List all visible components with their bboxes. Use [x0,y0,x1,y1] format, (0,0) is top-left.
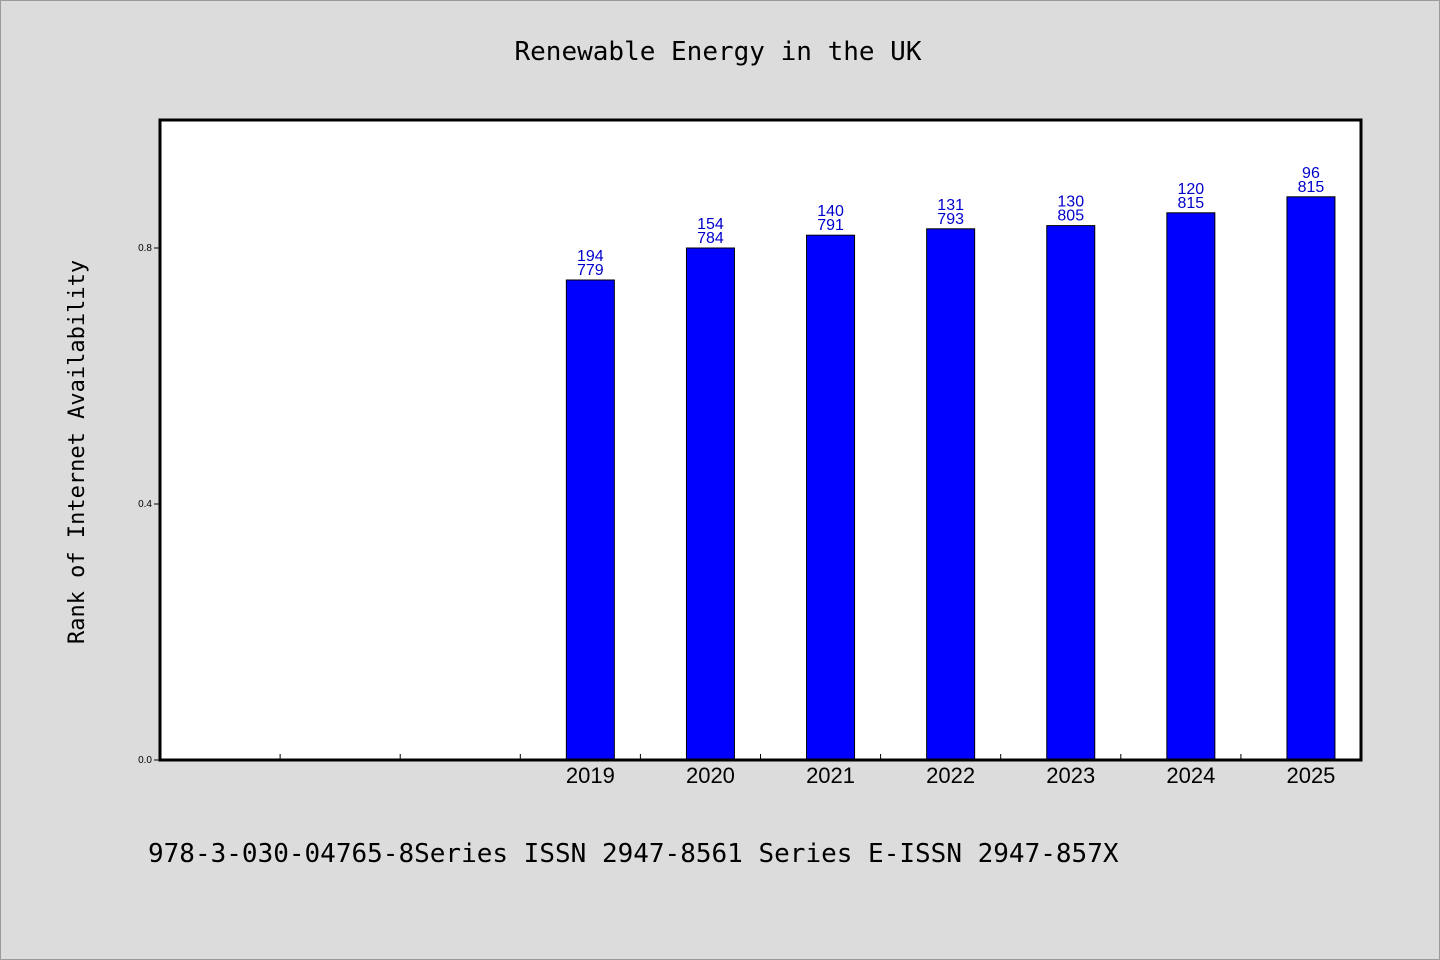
x-tick-label: 2024 [1166,763,1215,788]
bar [1286,196,1336,761]
bar-data-label: 154 [697,216,724,233]
x-tick-label: 2020 [686,763,735,788]
bar [926,228,976,761]
bar [565,279,615,761]
bar-data-label: 784 [697,230,724,247]
bar-data-label: 131 [937,197,964,214]
x-tick-label: 2025 [1286,763,1335,788]
bar-data-label: 96 [1302,165,1320,182]
y-tick-label: 0.8 [138,243,152,254]
bar-data-label: 120 [1177,181,1204,198]
plot-border [158,118,1363,762]
bar-data-label: 793 [937,211,964,228]
bar [685,247,735,761]
bar-data-label: 791 [817,217,844,234]
bar-data-label: 815 [1298,179,1325,196]
x-tick-label: 2019 [566,763,615,788]
bar [806,234,856,761]
bar [1166,212,1216,761]
bar-data-label: 815 [1177,195,1204,212]
x-tick-label: 2021 [806,763,855,788]
bar-data-label: 130 [1057,194,1084,211]
footer-isbn-text: 978-3-030-04765-8Series ISSN 2947-8561 S… [148,839,1119,869]
bar-data-label: 805 [1057,208,1084,225]
y-tick-label: 0.4 [138,499,152,510]
y-axis-label: Rank of Internet Availability [65,260,90,644]
x-tick-label: 2022 [926,763,975,788]
bar [1046,225,1096,761]
bar-data-label: 194 [577,248,604,265]
x-tick-label: 2023 [1046,763,1095,788]
plot-area [160,120,1361,760]
bar-data-label: 140 [817,203,844,220]
bar-data-label: 779 [577,262,604,279]
chart-title: Renewable Energy in the UK [515,37,922,67]
y-tick-label: 0.0 [138,755,152,766]
